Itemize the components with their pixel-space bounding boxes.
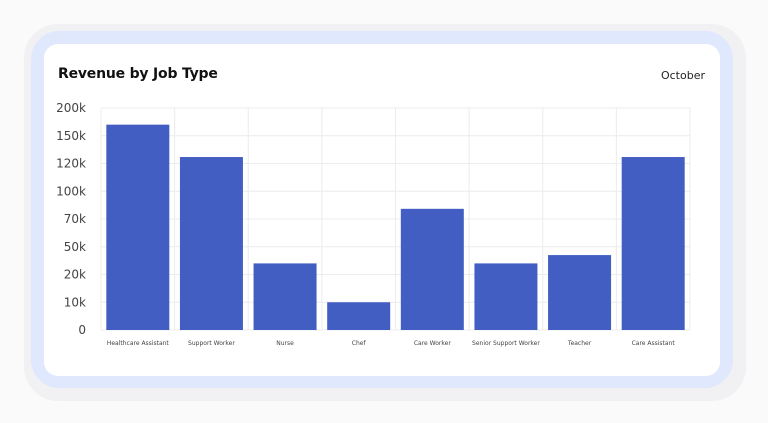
y-tick-label: 120k xyxy=(56,157,86,171)
y-tick-label: 200k xyxy=(56,101,86,115)
y-tick-label: 20k xyxy=(64,268,86,282)
bar xyxy=(179,157,243,330)
bar xyxy=(474,263,538,330)
y-tick-label: 0 xyxy=(78,323,86,337)
chart-title: Revenue by Job Type xyxy=(58,66,218,82)
bar xyxy=(548,255,612,330)
y-tick-label: 100k xyxy=(56,184,86,198)
period-selector[interactable]: October xyxy=(660,69,705,82)
y-tick-label: 10k xyxy=(64,295,86,309)
bar xyxy=(400,208,464,330)
y-tick-label: 50k xyxy=(64,240,86,254)
x-tick-label: Nurse xyxy=(276,340,294,347)
x-tick-label: Care Assistant xyxy=(632,340,676,347)
bar xyxy=(106,124,170,331)
y-tick-label: 70k xyxy=(64,212,86,226)
x-tick-label: Healthcare Assistant xyxy=(107,340,170,347)
x-tick-label: Care Worker xyxy=(414,340,451,347)
x-tick-label: Chef xyxy=(352,340,367,347)
x-tick-label: Senior Support Worker xyxy=(472,340,540,347)
bar xyxy=(327,302,391,330)
bar xyxy=(253,263,317,330)
x-tick-label: Support Worker xyxy=(188,340,235,347)
bar xyxy=(621,157,685,330)
y-tick-label: 150k xyxy=(56,129,86,143)
x-tick-label: Teacher xyxy=(567,340,592,347)
